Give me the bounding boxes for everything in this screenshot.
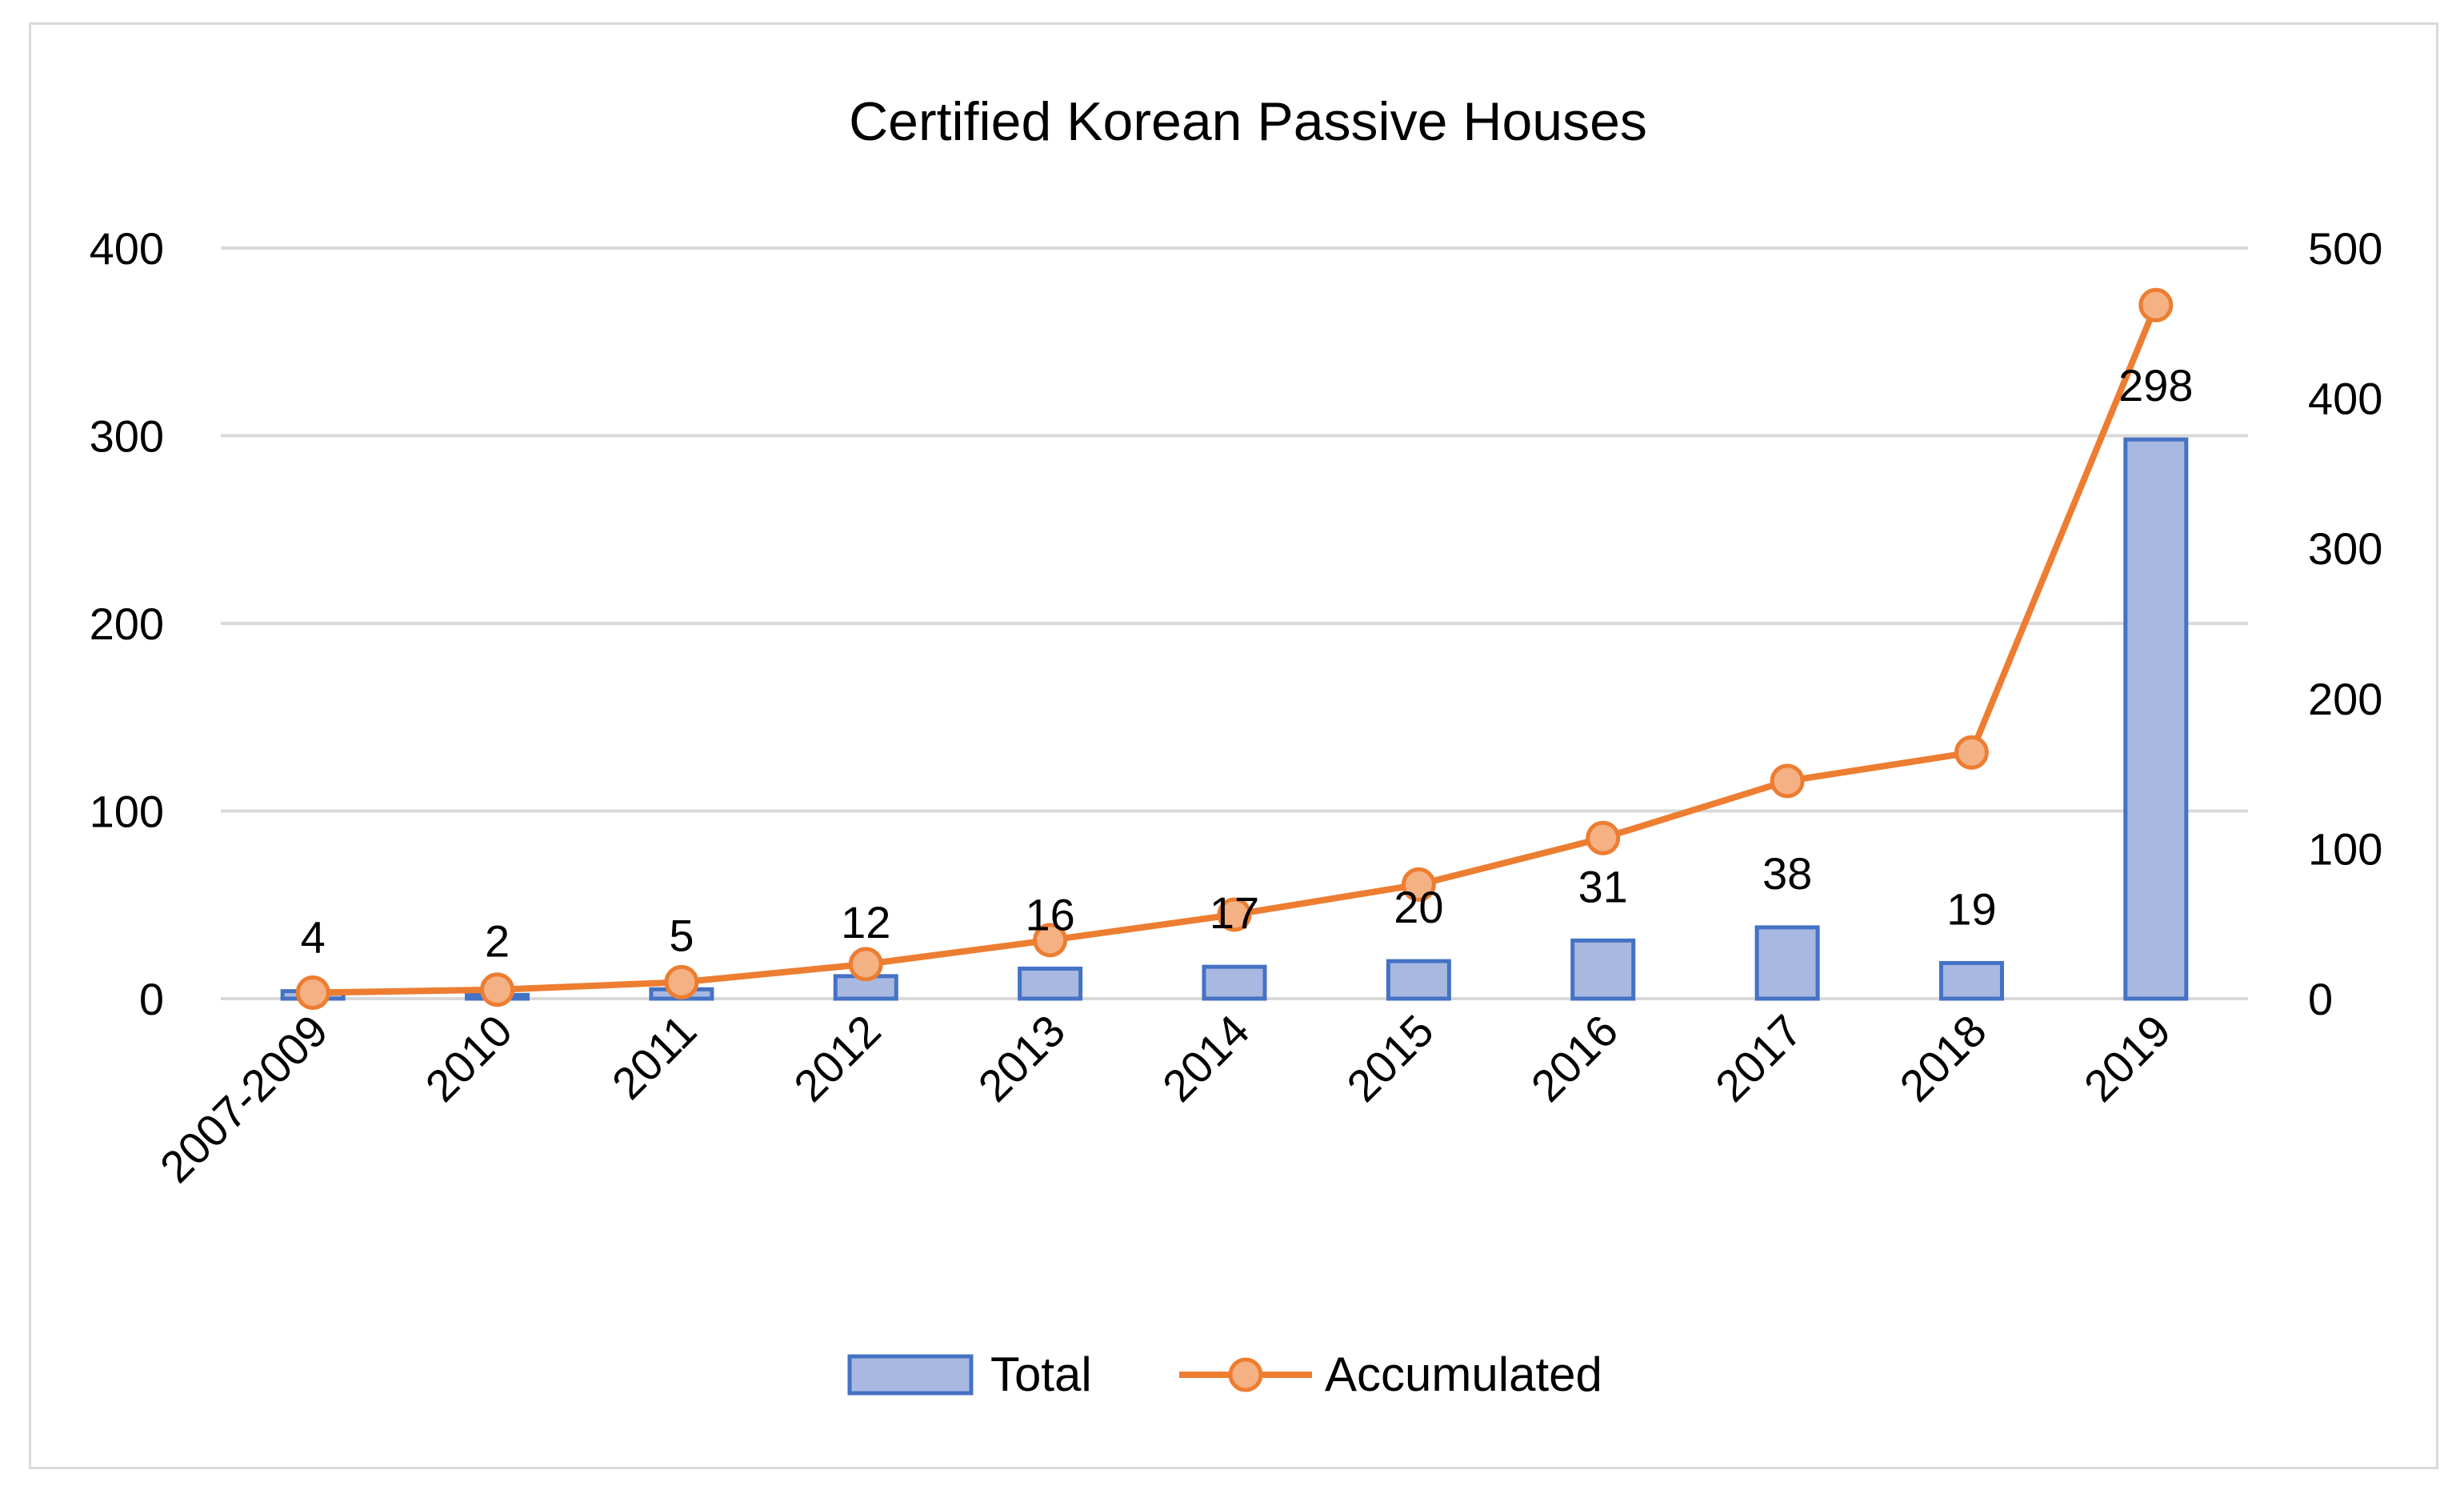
- y-right-tick-400: 400: [2308, 374, 2382, 424]
- x-tick-2019: 2019: [2074, 1005, 2181, 1111]
- y-left-tick-400: 400: [90, 223, 164, 274]
- accumulated-point-2010: [480, 972, 515, 1007]
- accumulated-point-2012: [848, 947, 883, 982]
- bar-2018: [1938, 960, 2004, 1001]
- y-left-tick-200: 200: [90, 599, 164, 649]
- accumulated-point-2014: [1217, 897, 1252, 932]
- y-axis-left: 0 100 200 300 400: [90, 223, 164, 1024]
- legend-total-swatch: [847, 1354, 974, 1396]
- x-tick-2018: 2018: [1890, 1005, 1996, 1111]
- y-right-tick-500: 500: [2308, 223, 2382, 274]
- x-tick-2010: 2010: [415, 1005, 522, 1111]
- accumulated-point-2011: [664, 964, 699, 999]
- accumulated-point-2016: [1586, 820, 1621, 855]
- y-right-tick-100: 100: [2308, 823, 2382, 874]
- accumulated-point-2017: [1770, 763, 1805, 799]
- data-label-2016: 31: [1578, 861, 1628, 911]
- x-tick-2007-2009: 2007-2009: [150, 1005, 338, 1192]
- data-label-2017: 38: [1762, 848, 1812, 899]
- chart-title: Certified Korean Passive Houses: [849, 91, 1647, 152]
- y-right-tick-300: 300: [2308, 523, 2382, 574]
- y-left-tick-0: 0: [139, 974, 164, 1024]
- y-right-tick-0: 0: [2308, 974, 2333, 1024]
- y-right-tick-200: 200: [2308, 674, 2382, 724]
- x-tick-2013: 2013: [968, 1005, 1074, 1111]
- accumulated-point-2015: [1401, 867, 1436, 902]
- chart-frame: [29, 22, 2438, 1469]
- data-label-2014: 17: [1210, 887, 1259, 938]
- bar-2015: [1386, 959, 1451, 1001]
- y-left-tick-300: 300: [90, 411, 164, 462]
- accumulated-point-2007-2009: [295, 975, 330, 1010]
- x-tick-2011: 2011: [602, 1005, 706, 1109]
- data-labels: 4 2 5 12 16 17 20 31 38 19 298: [301, 360, 2194, 966]
- x-tick-2017: 2017: [1706, 1005, 1812, 1111]
- data-label-2019: 298: [2118, 360, 2193, 411]
- data-label-2007-2009: 4: [301, 912, 326, 963]
- legend-accumulated-label: Accumulated: [1325, 1348, 1602, 1401]
- line-series-accumulated: [295, 287, 2174, 1010]
- accumulated-point-2018: [1954, 735, 1989, 770]
- bar-2014: [1202, 964, 1267, 1001]
- data-label-2013: 16: [1025, 889, 1074, 939]
- y-axis-right: 0 100 200 300 400 500: [2308, 223, 2382, 1024]
- bar-2013: [1018, 966, 1083, 1001]
- data-label-2011: 5: [669, 910, 694, 960]
- x-tick-2014: 2014: [1153, 1005, 1259, 1111]
- data-label-2018: 19: [1946, 883, 1996, 934]
- bar-2016: [1570, 938, 1636, 1001]
- gridlines: [221, 246, 2248, 1000]
- legend: Total Accumulated: [847, 1348, 1602, 1401]
- y-left-tick-100: 100: [90, 787, 164, 837]
- x-tick-2012: 2012: [784, 1005, 890, 1111]
- x-tick-2016: 2016: [1522, 1005, 1628, 1111]
- legend-total-label: Total: [990, 1348, 1092, 1401]
- data-label-2010: 2: [485, 915, 510, 966]
- x-axis: 2007-2009 2010 2011 2012 2013 2014 2015 2016 201…: [150, 1005, 2181, 1192]
- x-tick-2015: 2015: [1337, 1005, 1443, 1111]
- bar-2017: [1754, 925, 1820, 1001]
- bar-2019: [2123, 437, 2189, 1001]
- data-label-2012: 12: [841, 897, 890, 947]
- accumulated-point-2013: [1033, 923, 1068, 958]
- data-label-2015: 20: [1394, 882, 1443, 932]
- accumulated-point-2019: [2138, 287, 2174, 322]
- legend-accumulated-marker: [1228, 1357, 1263, 1392]
